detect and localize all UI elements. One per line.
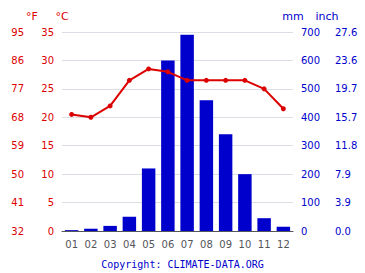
svg-text:11: 11: [258, 239, 271, 250]
svg-text:600: 600: [301, 55, 320, 66]
svg-text:95: 95: [11, 27, 24, 38]
svg-text:06: 06: [162, 239, 175, 250]
svg-text:23.6: 23.6: [335, 55, 357, 66]
svg-text:15.7: 15.7: [335, 112, 357, 123]
svg-text:200: 200: [301, 169, 320, 180]
svg-text:30: 30: [41, 55, 54, 66]
svg-text:°C: °C: [55, 10, 69, 23]
svg-text:68: 68: [11, 112, 24, 123]
svg-text:100: 100: [301, 197, 320, 208]
svg-text:01: 01: [65, 239, 78, 250]
svg-text:10: 10: [239, 239, 252, 250]
svg-text:inch: inch: [315, 10, 338, 23]
svg-text:08: 08: [200, 239, 213, 250]
svg-text:35: 35: [41, 27, 54, 38]
svg-text:02: 02: [85, 239, 98, 250]
svg-text:41: 41: [11, 197, 24, 208]
svg-text:86: 86: [11, 55, 24, 66]
svg-text:25: 25: [41, 83, 54, 94]
svg-text:0: 0: [301, 226, 307, 237]
svg-text:10: 10: [41, 169, 54, 180]
svg-text:°F: °F: [26, 10, 38, 23]
svg-text:09: 09: [219, 239, 232, 250]
svg-text:50: 50: [11, 169, 24, 180]
svg-text:12: 12: [277, 239, 290, 250]
svg-text:0.0: 0.0: [335, 226, 351, 237]
svg-text:04: 04: [123, 239, 136, 250]
svg-text:77: 77: [11, 83, 24, 94]
svg-text:05: 05: [142, 239, 155, 250]
svg-text:07: 07: [181, 239, 194, 250]
svg-text:15: 15: [41, 140, 54, 151]
svg-text:700: 700: [301, 27, 320, 38]
svg-text:20: 20: [41, 112, 54, 123]
svg-text:59: 59: [11, 140, 24, 151]
svg-text:400: 400: [301, 112, 320, 123]
svg-text:03: 03: [104, 239, 117, 250]
svg-text:500: 500: [301, 83, 320, 94]
svg-text:3.9: 3.9: [335, 197, 351, 208]
svg-text:7.9: 7.9: [335, 169, 351, 180]
svg-text:19.7: 19.7: [335, 83, 357, 94]
svg-text:0: 0: [48, 226, 54, 237]
svg-text:27.6: 27.6: [335, 27, 357, 38]
svg-text:300: 300: [301, 140, 320, 151]
svg-text:5: 5: [48, 197, 54, 208]
svg-text:11.8: 11.8: [335, 140, 357, 151]
svg-text:Copyright: CLIMATE-DATA.ORG: Copyright: CLIMATE-DATA.ORG: [101, 259, 264, 270]
svg-text:32: 32: [11, 226, 24, 237]
svg-text:mm: mm: [282, 10, 303, 23]
